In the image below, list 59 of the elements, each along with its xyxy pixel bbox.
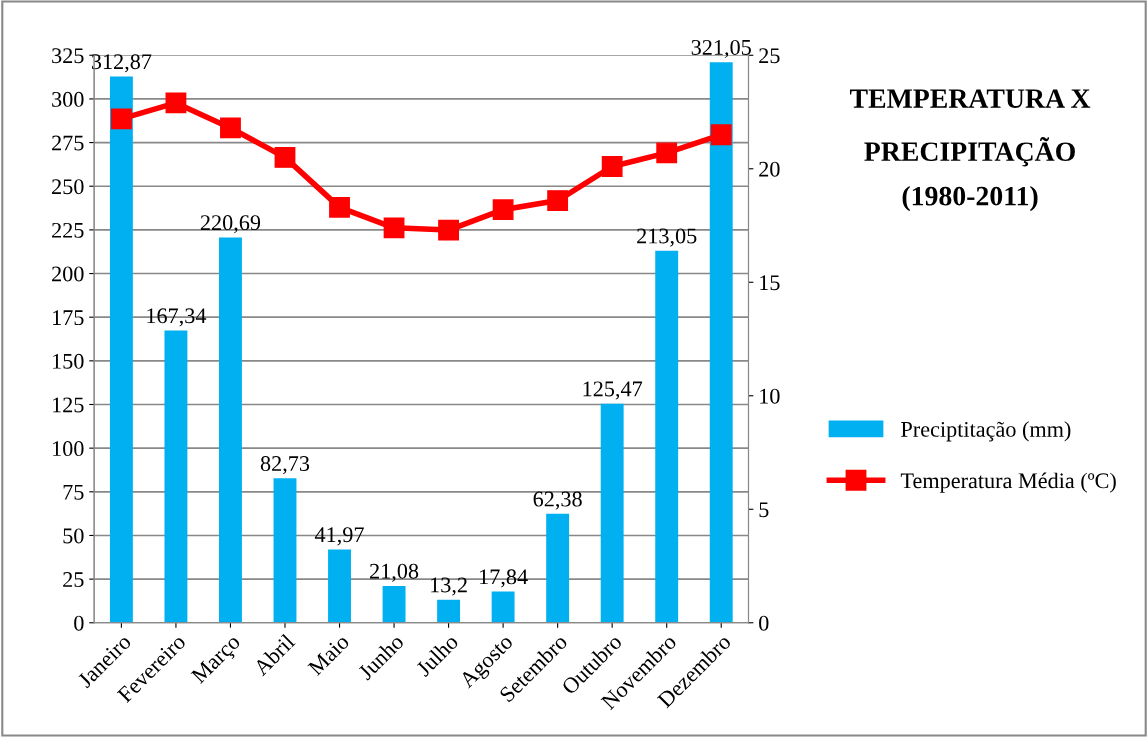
point: [220, 117, 241, 139]
y-tick-label: 150: [53, 353, 84, 369]
point: [492, 199, 514, 221]
y-tick-label: 225: [52, 222, 84, 238]
bar: [600, 403, 624, 623]
y-tick-label: 325: [52, 48, 84, 64]
data-label: 41,97: [314, 527, 364, 546]
data-label: 167,34: [147, 308, 207, 327]
y-tick-label: 275: [52, 135, 84, 151]
y2-tick-label: 0: [759, 615, 769, 631]
y-tick-label: 175: [53, 310, 84, 326]
y2-tick-label: 20: [759, 161, 780, 177]
bar: [328, 549, 351, 623]
y2-tick-label: 5: [759, 502, 769, 518]
bar: [382, 585, 406, 623]
y-tick-label: 0: [74, 615, 84, 631]
point: [383, 217, 405, 239]
bar: [219, 237, 242, 623]
point: [438, 219, 459, 241]
y-tick-label: 50: [63, 528, 84, 544]
y2-tick-label: 10: [760, 388, 780, 404]
point: [110, 108, 132, 130]
text: TEMPERATURA X PRECIPITAÇÃO (1980-2011): [849, 89, 1091, 212]
data-label: 62,38: [533, 491, 582, 510]
bar: [655, 250, 679, 623]
bar: [709, 62, 733, 623]
data-label: 13,2: [431, 577, 467, 596]
point: [710, 124, 732, 146]
y2-tick-label: 25: [759, 48, 780, 64]
data-label: 125,47: [583, 381, 643, 400]
data-label: 21,08: [370, 563, 419, 582]
y2-tick-label: 15: [760, 275, 780, 291]
point: [656, 142, 678, 164]
bar: [273, 478, 297, 623]
y-tick-label: 100: [53, 441, 84, 457]
y-tick-label: 75: [63, 484, 84, 500]
bar: [164, 330, 188, 623]
y-tick-label: 25: [63, 572, 84, 588]
point: [274, 147, 296, 168]
legend-label: Preciptitação (mm): [901, 421, 1071, 442]
bar: [109, 76, 133, 623]
y-tick-label: 125: [53, 397, 84, 413]
data-label: 213,05: [637, 228, 697, 247]
bar: [437, 599, 461, 623]
point: [165, 92, 187, 114]
bar: [491, 591, 515, 623]
data-label: 82,73: [260, 456, 310, 475]
data-label: 220,69: [200, 215, 261, 234]
point: [601, 156, 623, 177]
bar: [546, 513, 570, 623]
point: [547, 190, 569, 211]
data-label: 312,87: [91, 54, 152, 73]
data-label: 321,05: [691, 39, 751, 59]
y-tick-label: 200: [52, 266, 84, 282]
data-label: 17,84: [480, 569, 528, 588]
y-tick-label: 250: [52, 179, 84, 195]
y-tick-label: 300: [52, 91, 84, 107]
legend-label: Temperatura Média (ºC): [900, 472, 1116, 493]
point: [329, 196, 350, 218]
